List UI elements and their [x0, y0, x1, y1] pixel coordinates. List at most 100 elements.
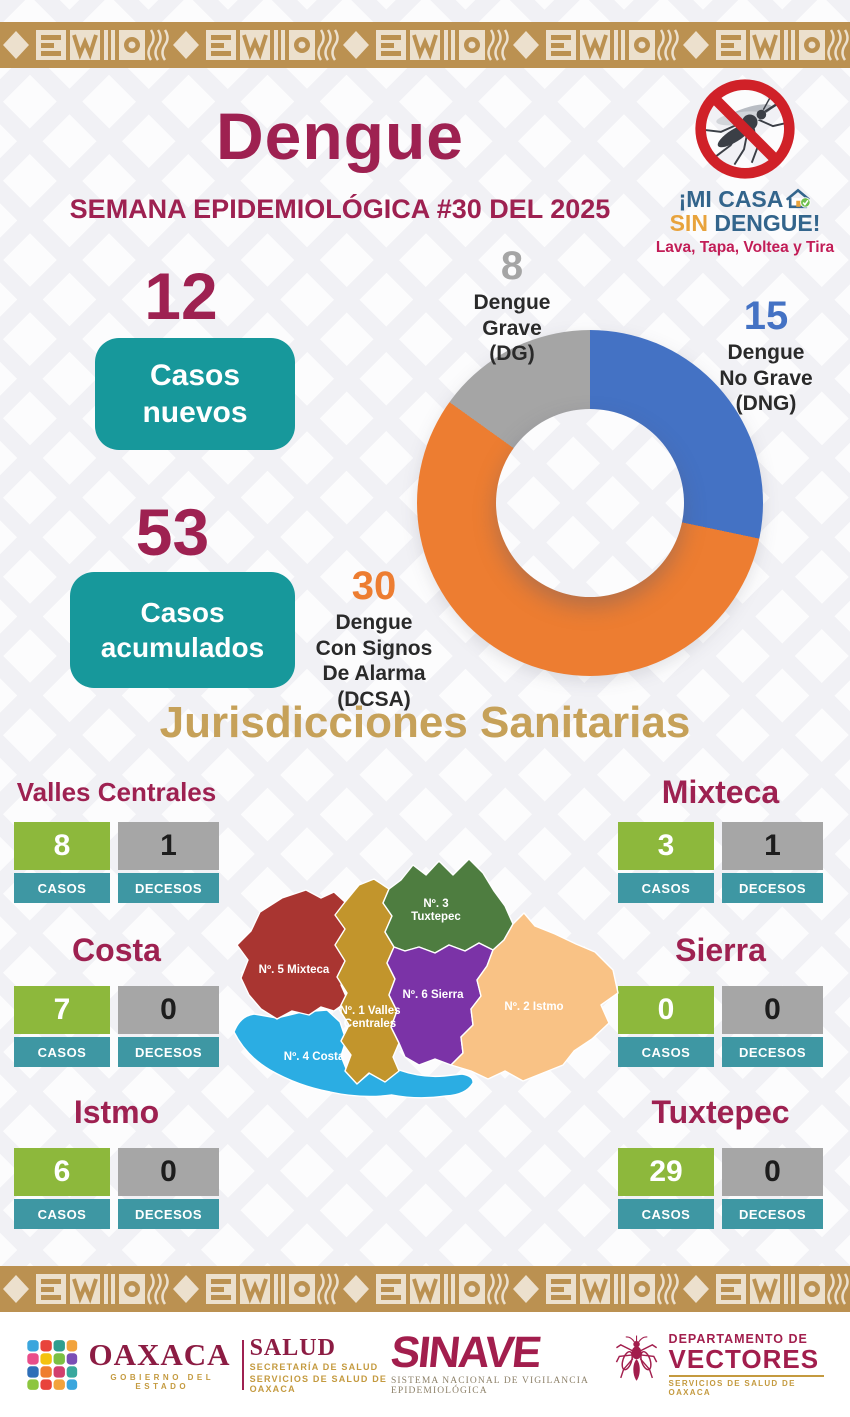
dng-line2: No Grave [719, 366, 813, 390]
casos-label: CASOS [618, 1037, 714, 1067]
casos-value: 6 [14, 1148, 110, 1196]
map-label-tuxtepec: Nº. 3 Tuxtepec [411, 898, 461, 923]
jurisdiction-table: 6 0 CASOS DECESOS [14, 1148, 219, 1229]
oaxaca-wordmark: OAXACA [88, 1336, 231, 1372]
label-dengue-con-signos: 30 Dengue Con Signos De Alarma (DCSA) [310, 566, 438, 712]
dcsa-line2: Con Signos [315, 636, 433, 660]
vectores-subtitle: SERVICIOS DE SALUD DE OAXACA [668, 1379, 796, 1398]
dcsa-value: 30 [351, 564, 397, 608]
casos-label: CASOS [618, 1199, 714, 1229]
jurisdiction-table: 29 0 CASOS DECESOS [618, 1148, 823, 1229]
casos-value: 7 [14, 986, 110, 1034]
map-label-mixteca: Nº. 5 Mixteca [259, 964, 330, 976]
decesos-value: 0 [722, 986, 823, 1034]
casos-value: 29 [618, 1148, 714, 1196]
decesos-value: 0 [722, 1148, 823, 1196]
jurisdiction-name: Tuxtepec [651, 1094, 790, 1130]
dcsa-line4: (DCSA) [337, 687, 411, 711]
casos-value: 8 [14, 822, 110, 870]
jurisdiction-mixteca: Mixteca 3 1 CASOS DECESOS [618, 772, 823, 903]
map-region-costa [233, 1009, 474, 1099]
vectores-line1: DEPARTAMENTO DE [668, 1331, 808, 1346]
footer-divider [242, 1339, 244, 1390]
map-label-sierra: Nº. 6 Sierra [402, 989, 464, 1001]
dng-line1: Dengue [727, 341, 805, 364]
salud-subtitle2: SERVICIOS DE SALUD DE OAXACA [249, 1373, 388, 1394]
accumulated-cases-value: 53 [135, 495, 210, 569]
salud-logo: SALUD SECRETARÍA DE SALUD SERVICIOS DE S… [250, 1336, 391, 1394]
casos-label: CASOS [14, 873, 110, 903]
decorative-border-bottom [0, 1266, 850, 1312]
sinave-subtitle: SISTEMA NACIONAL DE VIGILANCIA EPIDEMIOL… [391, 1376, 589, 1397]
vectores-logo: DEPARTAMENTO DE VECTORES SERVICIOS DE SA… [615, 1331, 825, 1398]
jurisdiction-table: 3 1 CASOS DECESOS [618, 822, 823, 903]
campaign-line1-text: ¡MI CASA [678, 186, 784, 212]
jurisdiction-costa: Costa 7 0 CASOS DECESOS [14, 930, 219, 1067]
decesos-label: DECESOS [722, 1199, 823, 1229]
decesos-label: DECESOS [722, 1037, 823, 1067]
casos-label: CASOS [14, 1199, 110, 1229]
oaxaca-jurisdictions-map: Nº. 5 Mixteca Nº. 1 Valles Centrales Nº. … [233, 858, 619, 1099]
donut-hole [496, 409, 684, 597]
decorative-border-top [0, 22, 850, 68]
sinave-wordmark: SINAVE [388, 1327, 543, 1377]
sinave-logo: SINAVE SISTEMA NACIONAL DE VIGILANCIA EP… [388, 1327, 615, 1397]
oaxaca-gobierno-logo: OAXACA GOBIERNO DEL ESTADO [26, 1336, 236, 1394]
salud-wordmark: SALUD [249, 1334, 336, 1361]
dengue-classification-donut-chart [417, 330, 763, 676]
jurisdiction-table: 7 0 CASOS DECESOS [14, 986, 219, 1067]
oaxaca-subtitle: GOBIERNO DEL ESTADO [110, 1372, 215, 1391]
decesos-label: DECESOS [118, 1199, 219, 1229]
house-check-icon [786, 188, 811, 209]
dg-line3: (DG) [489, 342, 535, 366]
campaign-tagline: Lava, Tapa, Voltea y Tira [655, 239, 835, 257]
map-label-costa: Nº. 4 Costa [284, 1051, 345, 1063]
map-region-mixteca [236, 889, 351, 1020]
jurisdiction-name: Sierra [675, 932, 766, 968]
map-label-valles: Nº. 1 Valles Centrales [339, 1005, 400, 1030]
dg-value: 8 [500, 244, 524, 288]
dng-line3: (DNG) [735, 392, 797, 416]
dng-value: 15 [743, 294, 789, 338]
background-pattern [0, 0, 850, 1312]
map-region-istmo [450, 912, 619, 1082]
jurisdictions-heading: Jurisdicciones Sanitarias [159, 698, 691, 747]
decesos-label: DECESOS [118, 1037, 219, 1067]
vectores-wordmark: VECTORES [668, 1343, 820, 1374]
decesos-value: 0 [118, 1148, 219, 1196]
dg-line2: Grave [482, 316, 542, 340]
accumulated-cases-box: Casos acumulados [70, 572, 295, 688]
jurisdiction-name: Mixteca [661, 774, 780, 810]
campaign-line2: SIN DENGUE! [650, 210, 840, 237]
dcsa-line3: De Alarma [322, 662, 426, 686]
jurisdiction-sierra: Sierra 0 0 CASOS DECESOS [618, 930, 823, 1067]
new-cases-value: 12 [144, 259, 218, 333]
jurisdiction-name: Valles Centrales [16, 777, 217, 807]
jurisdiction-table: 8 1 CASOS DECESOS [14, 822, 219, 903]
decesos-value: 1 [722, 822, 823, 870]
decesos-value: 1 [118, 822, 219, 870]
map-label-istmo: Nº. 2 Istmo [504, 1001, 563, 1013]
salud-subtitle1: SECRETARÍA DE SALUD [249, 1361, 379, 1372]
jurisdiction-table: 0 0 CASOS DECESOS [618, 986, 823, 1067]
dg-line1: Dengue [473, 291, 551, 314]
page-subtitle: SEMANA EPIDEMIOLÓGICA #30 DEL 2025 [69, 194, 611, 224]
mosquito-icon [616, 1335, 658, 1381]
label-dengue-grave: 8 Dengue Grave (DG) [438, 246, 586, 367]
jurisdiction-name: Istmo [73, 1094, 160, 1130]
new-cases-box: Casos nuevos [95, 338, 295, 450]
campaign-dengue: DENGUE! [714, 210, 821, 237]
jurisdiction-tuxtepec: Tuxtepec 29 0 CASOS DECESOS [618, 1092, 823, 1229]
casos-label: CASOS [14, 1037, 110, 1067]
casos-label: CASOS [618, 873, 714, 903]
campaign-sin: SIN [669, 210, 708, 237]
vectores-rule [668, 1375, 825, 1378]
decesos-label: DECESOS [722, 873, 823, 903]
jurisdiction-valles-centrales: Valles Centrales 8 1 CASOS DECESOS [14, 772, 219, 903]
jurisdiction-istmo: Istmo 6 0 CASOS DECESOS [14, 1092, 219, 1229]
campaign-line1: ¡MI CASA [650, 187, 840, 211]
label-dengue-no-grave: 15 Dengue No Grave (DNG) [688, 296, 844, 417]
casos-value: 0 [618, 986, 714, 1034]
decesos-label: DECESOS [118, 873, 219, 903]
